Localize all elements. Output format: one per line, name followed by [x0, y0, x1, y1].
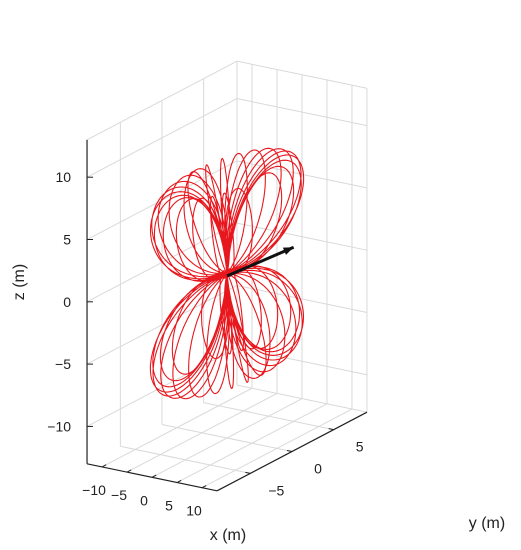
grid-line-back-z	[236, 98, 368, 127]
x-tick-label: −10	[82, 482, 106, 498]
axes	[86, 139, 368, 492]
x-tick	[151, 474, 157, 478]
x-tick	[176, 479, 182, 483]
z-axis-label: z (m)	[11, 264, 28, 300]
x-tick	[201, 485, 207, 489]
z-tick-label: 0	[63, 294, 71, 310]
grid-line-floor-y	[161, 423, 293, 452]
y-axis-label: y (m)	[469, 515, 505, 532]
y-tick-label: 5	[356, 439, 364, 455]
grid-line-side-z	[86, 98, 238, 178]
trajectory-line	[149, 147, 305, 400]
trajectory-series	[149, 147, 305, 400]
arrow-head	[282, 247, 294, 255]
tick-labels: −10 −5 0 5 10 −10 −5 0 5 10 −5 0 5	[47, 169, 363, 519]
grid-line-floor-y	[203, 402, 334, 431]
grid-line-back-z	[236, 222, 368, 251]
z-tick-label: −5	[55, 356, 71, 372]
y-tick-label: 0	[314, 461, 322, 477]
y-tick	[245, 471, 251, 474]
direction-arrow	[226, 245, 295, 278]
x-tick-label: 10	[186, 503, 202, 519]
grid-line-back-z	[236, 347, 368, 376]
x-tick	[126, 469, 132, 473]
box-edge	[236, 60, 368, 89]
box-edge	[86, 60, 238, 141]
y-tick-label: −5	[268, 482, 284, 498]
z-tick-label: 10	[55, 169, 71, 185]
y-tick	[328, 428, 334, 431]
x-tick-label: −5	[111, 487, 127, 503]
x-tick-label: 0	[140, 492, 148, 508]
grid-line-back-z	[236, 284, 368, 313]
x-tick	[101, 464, 107, 468]
z-tick-label: 5	[63, 232, 71, 248]
grid-line-back-z	[236, 160, 368, 189]
grid-line-floor-y	[120, 445, 251, 474]
grid-line-side-z	[86, 285, 238, 365]
x-tick-label: 5	[165, 498, 173, 514]
arrow-shaft	[226, 245, 295, 278]
box-edge	[236, 384, 368, 413]
y-tick	[286, 450, 293, 452]
x-axis-label: x (m)	[210, 527, 246, 544]
z-tick-label: −10	[47, 418, 71, 434]
